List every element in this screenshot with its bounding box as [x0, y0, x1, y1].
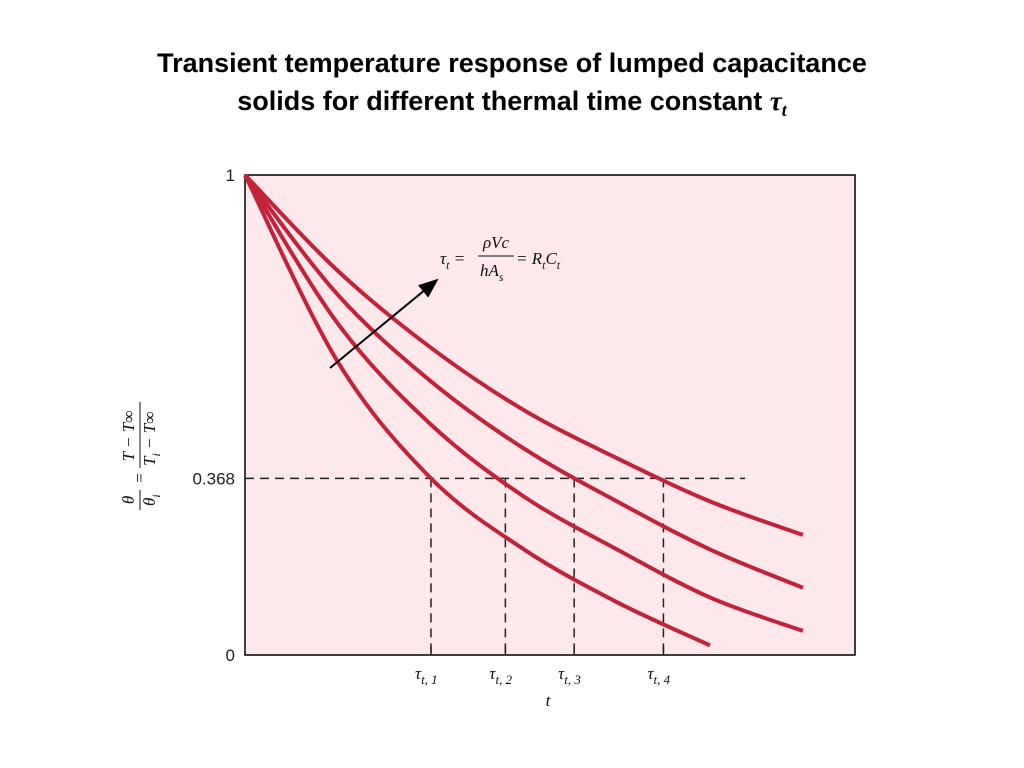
x-tick-label-part: τ [489, 664, 496, 683]
annotation-den-part: s [499, 270, 504, 284]
x-tick-label-part: τ [647, 664, 654, 683]
annotation-rhs: = RtCt [516, 249, 561, 272]
x-axis-label: t [546, 691, 552, 710]
annotation-den-part: hA [480, 261, 500, 280]
title-symbol-sub: t [782, 100, 788, 120]
ylabel-den-part: − T∞ [140, 412, 159, 454]
data-line [243, 173, 804, 633]
annotation-lhs: τt = [440, 249, 465, 272]
chart-title: solids for different thermal time consta… [237, 86, 788, 120]
x-tick-label: τt, 4 [647, 664, 670, 687]
y-axis-label: θ θi=T − T∞ Ti − T∞ [119, 402, 163, 510]
y-tick-label: 0.368 [192, 469, 235, 488]
x-tick-label: τt, 3 [558, 664, 581, 687]
chart-title: Transient temperature response of lumped… [157, 48, 867, 78]
x-tick-label-part: t, 2 [495, 672, 512, 687]
annotation-den: hAs [480, 261, 504, 284]
ylabel-den-part: θ [140, 498, 159, 506]
x-tick-label: τt, 2 [489, 664, 512, 687]
annotation-lhs-part: t [446, 258, 450, 272]
ylabel-eq: = [130, 472, 149, 483]
x-tick-label-part: t, 1 [421, 672, 438, 687]
ylabel-den-part: i [149, 494, 163, 497]
y-tick-label: 0 [226, 646, 235, 665]
annotation-rhs-part: = R [516, 249, 543, 268]
x-tick-label-part: τ [558, 664, 565, 683]
ylabel-den-part: T [140, 455, 159, 466]
annotation-rhs-part: C [545, 249, 557, 268]
ylabel-num: T − T∞ [119, 411, 138, 462]
x-tick-label-part: t, 3 [564, 672, 581, 687]
ylabel-den: θi [140, 494, 163, 506]
annotation-rhs-part: t [542, 258, 546, 272]
annotation-lhs-part: τ [440, 249, 447, 268]
x-tick-label-part: τ [415, 664, 422, 683]
x-tick-label: τt, 1 [415, 664, 438, 687]
annotation-rhs-part: t [557, 258, 561, 272]
title-symbol: τ [770, 86, 783, 116]
data-line [243, 174, 711, 648]
ylabel-den: Ti − T∞ [140, 412, 163, 466]
x-tick-label-part: t, 4 [654, 672, 671, 687]
data-line [243, 173, 804, 590]
title-text: solids for different thermal time consta… [237, 86, 770, 116]
ylabel-num: θ [119, 496, 138, 504]
arrow [329, 278, 439, 369]
annotation-lhs-part: = [449, 249, 465, 268]
y-tick-label: 1 [226, 166, 235, 185]
data-line [243, 173, 804, 537]
plot-area [244, 174, 856, 656]
ylabel-den-part: i [149, 453, 163, 456]
annotation-num: ρVc [482, 233, 510, 252]
